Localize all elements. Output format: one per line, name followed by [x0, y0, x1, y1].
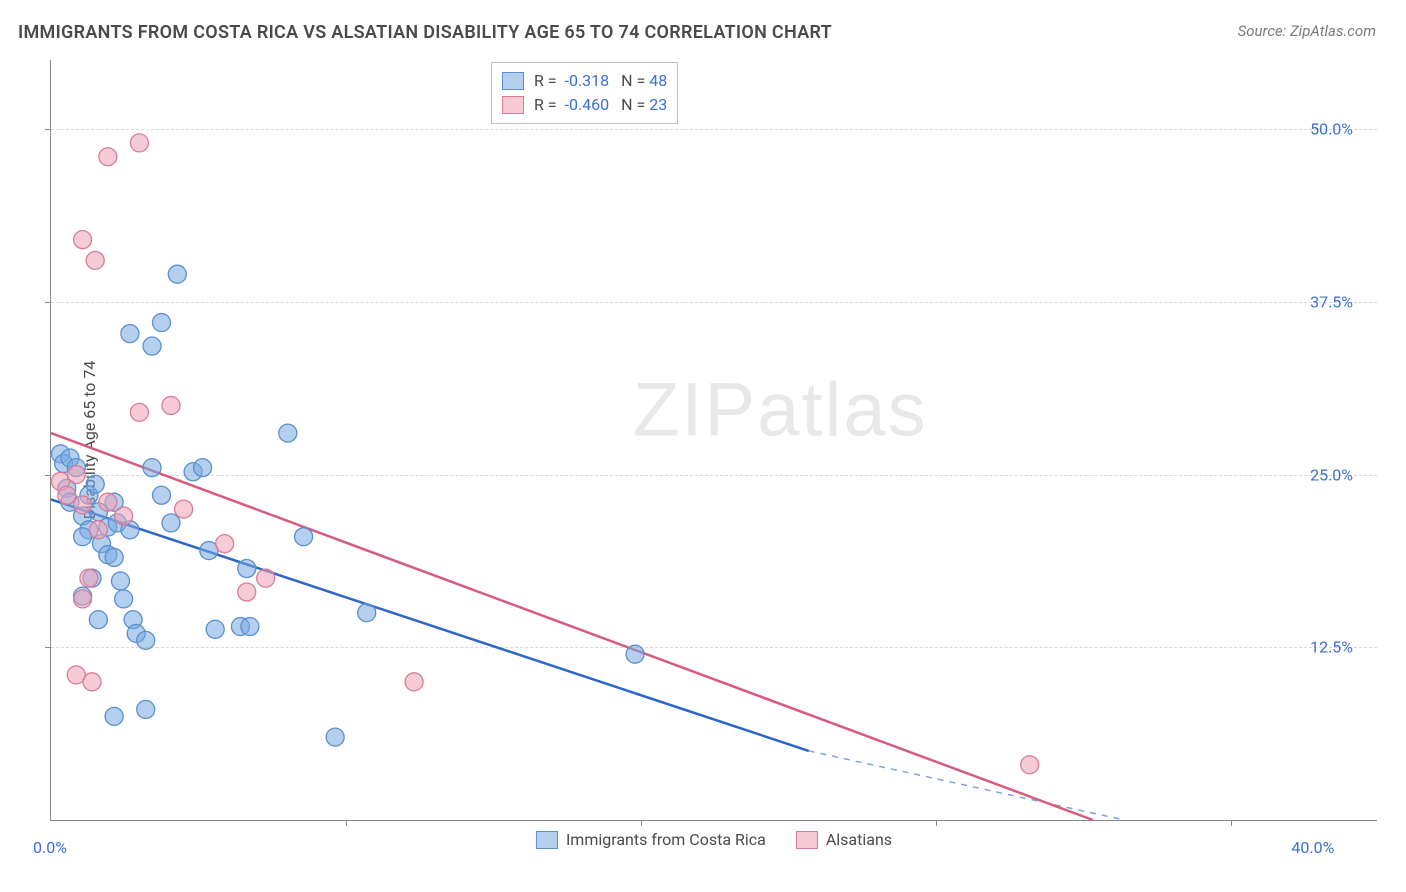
data-point: [137, 700, 155, 718]
data-point: [83, 673, 101, 691]
data-point: [105, 707, 123, 725]
data-point: [99, 148, 117, 166]
data-point: [121, 325, 139, 343]
data-point: [143, 459, 161, 477]
y-tick-label: 12.5%: [1310, 638, 1353, 657]
data-point: [137, 631, 155, 649]
chart-title: IMMIGRANTS FROM COSTA RICA VS ALSATIAN D…: [18, 22, 832, 43]
x-tick: [346, 820, 347, 826]
data-point: [89, 611, 107, 629]
data-point: [405, 673, 423, 691]
series-legend: Immigrants from Costa Rica Alsatians: [536, 830, 892, 849]
x-tick: [936, 820, 937, 826]
data-point: [238, 560, 256, 578]
data-point: [89, 521, 107, 539]
stats-legend-row: R = -0.318 N = 48: [502, 69, 667, 93]
data-point: [86, 475, 104, 493]
data-point: [99, 493, 117, 511]
plot-area: ZIPatlas R = -0.318 N = 48R = -0.460 N =…: [50, 60, 1377, 821]
legend-swatch: [796, 831, 818, 849]
y-tick-label: 37.5%: [1310, 292, 1353, 311]
data-point: [58, 486, 76, 504]
data-point: [241, 618, 259, 636]
x-tick-label: 0.0%: [33, 838, 67, 857]
data-point: [175, 500, 193, 518]
data-point: [80, 569, 98, 587]
data-point: [295, 528, 313, 546]
legend-swatch: [536, 831, 558, 849]
data-point: [153, 314, 171, 332]
data-point: [162, 514, 180, 532]
data-point: [358, 604, 376, 622]
legend-swatch: [502, 96, 524, 114]
legend-label: Immigrants from Costa Rica: [566, 830, 766, 849]
data-point: [326, 728, 344, 746]
legend-item: Alsatians: [796, 830, 892, 849]
legend-label: Alsatians: [826, 830, 892, 849]
data-point: [238, 583, 256, 601]
data-point: [153, 486, 171, 504]
data-point: [115, 507, 133, 525]
x-tick: [1231, 820, 1232, 826]
data-point: [143, 337, 161, 355]
x-tick-label: 40.0%: [1291, 838, 1334, 857]
stats-legend-text: R = -0.318 N = 48: [534, 69, 667, 93]
data-point: [105, 548, 123, 566]
data-point: [1021, 756, 1039, 774]
data-point: [111, 572, 129, 590]
data-point: [168, 265, 186, 283]
data-point: [206, 620, 224, 638]
stats-legend-row: R = -0.460 N = 23: [502, 93, 667, 117]
y-tick-label: 50.0%: [1310, 120, 1353, 139]
legend-swatch: [502, 72, 524, 90]
data-point: [74, 590, 92, 608]
legend-item: Immigrants from Costa Rica: [536, 830, 766, 849]
data-point: [216, 535, 234, 553]
data-point: [130, 134, 148, 152]
x-tick: [641, 820, 642, 826]
scatter-points: [51, 60, 1377, 820]
data-point: [257, 569, 275, 587]
stats-legend-text: R = -0.460 N = 23: [534, 93, 667, 117]
stats-legend: R = -0.318 N = 48R = -0.460 N = 23: [491, 62, 678, 124]
data-point: [74, 231, 92, 249]
y-tick-label: 25.0%: [1310, 465, 1353, 484]
data-point: [130, 403, 148, 421]
data-point: [67, 466, 85, 484]
data-point: [74, 496, 92, 514]
data-point: [162, 396, 180, 414]
data-point: [279, 424, 297, 442]
data-point: [86, 251, 104, 269]
data-point: [626, 645, 644, 663]
chart-source: Source: ZipAtlas.com: [1238, 22, 1376, 40]
data-point: [194, 459, 212, 477]
data-point: [115, 590, 133, 608]
